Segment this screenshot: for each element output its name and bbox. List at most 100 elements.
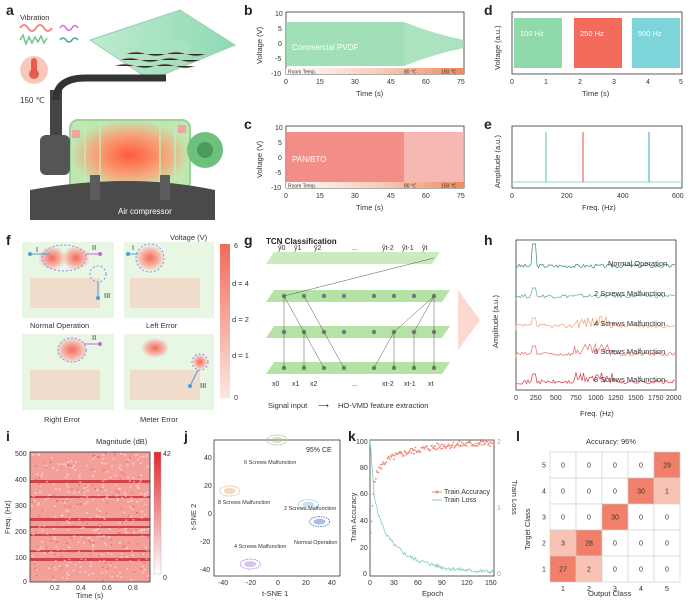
spectrogram-speckle <box>141 565 144 568</box>
svg-text:x1: x1 <box>292 381 300 388</box>
accuracy-point <box>382 461 385 464</box>
spectrogram-speckle <box>34 569 36 572</box>
confusion-cell <box>575 529 603 557</box>
spectrogram-speckle <box>68 558 71 561</box>
svg-text:-40: -40 <box>200 567 210 574</box>
accuracy-point <box>377 471 380 474</box>
accuracy-point <box>392 454 394 457</box>
spectrogram-speckle <box>93 455 96 457</box>
accuracy-point <box>432 446 435 448</box>
spectrogram-speckle <box>49 540 52 542</box>
cluster-point <box>302 501 315 508</box>
confusion-cell <box>601 503 629 531</box>
svg-text:ŷt-2: ŷt-2 <box>382 245 394 252</box>
svg-text:120: 120 <box>461 580 473 587</box>
confusion-cell-value: 0 <box>639 567 643 574</box>
spectrogram-speckle <box>86 501 89 503</box>
spectrogram-speckle <box>32 533 35 536</box>
confusion-cell-value: 0 <box>587 463 591 470</box>
accuracy-point <box>486 440 489 443</box>
spectrogram-speckle <box>142 571 144 574</box>
panel-label-f: f <box>6 232 11 248</box>
spectrogram-speckle <box>120 552 123 555</box>
y2-axis-label: Train Loss <box>510 480 519 515</box>
spectrogram-speckle <box>90 468 93 471</box>
spectrogram-speckle <box>88 536 91 539</box>
spectrogram-speckle <box>92 544 95 546</box>
accuracy-point <box>379 463 382 466</box>
bar-label-room: Room Temp. <box>288 70 316 76</box>
y-ticks: 10 5 0 -5 -10 <box>271 125 283 192</box>
accuracy-point <box>485 439 488 442</box>
layer-d4: d = 4 <box>232 279 450 302</box>
spectrogram-speckle <box>121 521 124 524</box>
bar-label-150: 150 ℃ <box>441 70 457 76</box>
accuracy-point <box>411 447 414 450</box>
accuracy-point <box>450 444 452 447</box>
svg-text:ŷt-1: ŷt-1 <box>402 245 414 252</box>
spectrogram-speckle <box>34 492 37 494</box>
svg-text:2 Screws Malfunction: 2 Screws Malfunction <box>594 289 665 298</box>
block-label-100hz: 100 Hz <box>520 29 544 38</box>
svg-text:10: 10 <box>275 11 283 18</box>
spectrogram-speckle <box>53 493 55 496</box>
spectrogram-speckle <box>76 503 79 505</box>
spectrogram-speckle <box>63 505 66 507</box>
spectrogram-speckle <box>125 559 128 561</box>
svg-text:III: III <box>104 291 110 300</box>
accuracy-point <box>393 454 396 457</box>
spectrogram-speckle <box>132 505 135 508</box>
spectrogram-speckle <box>47 534 50 537</box>
svg-text:75: 75 <box>457 79 465 86</box>
spectrogram-speckle <box>86 523 88 525</box>
accuracy-point <box>441 447 444 450</box>
svg-text:0.8: 0.8 <box>128 585 138 592</box>
spectrogram-speckle <box>92 546 95 548</box>
accuracy-point <box>405 453 408 456</box>
spectrogram-speckle <box>131 554 134 556</box>
spectrogram-speckle <box>38 454 41 456</box>
accuracy-point <box>451 444 454 446</box>
spectrogram-speckle <box>78 477 81 479</box>
panel-j-tsne: 95% CE 6 Screws Malfunction 8 Screws Mal… <box>189 434 341 598</box>
tcn-node <box>321 293 327 299</box>
spectrogram-speckle <box>145 547 147 549</box>
svg-text:1000: 1000 <box>588 395 604 402</box>
spectrogram-speckle <box>110 465 113 467</box>
spectrogram-speckle <box>85 512 88 514</box>
spectrogram-speckle <box>139 480 142 482</box>
map-meter-error: III <box>124 334 214 410</box>
spectrogram-speckle <box>66 577 69 580</box>
confusion-cell-value: 0 <box>587 489 591 496</box>
cluster-ellipse <box>239 558 261 570</box>
confusion-cell-value: 0 <box>613 489 617 496</box>
accuracy-point <box>423 447 426 450</box>
spectrum-line <box>515 287 676 300</box>
spectrogram-speckle <box>92 458 94 460</box>
accuracy-point <box>388 456 390 459</box>
spectrogram-speckle <box>33 563 36 565</box>
svg-text:6 Screws Malfunction: 6 Screws Malfunction <box>244 460 296 466</box>
svg-text:0: 0 <box>368 580 372 587</box>
accuracy-point <box>439 444 442 447</box>
pvdf-signal-decay <box>404 22 464 66</box>
spectrogram-speckle <box>141 535 144 537</box>
temp-label: 150 ℃ <box>20 96 45 105</box>
accuracy-point <box>446 445 449 447</box>
spectrogram-speckle <box>65 510 68 512</box>
accuracy-point <box>380 467 383 470</box>
spectrogram-speckle <box>46 533 49 535</box>
spectrogram-speckle <box>82 526 85 529</box>
accuracy-point <box>429 449 432 452</box>
accuracy-point <box>465 445 468 447</box>
spectrogram-speckle <box>100 553 103 556</box>
svg-text:200: 200 <box>561 193 573 200</box>
spectrogram-speckle <box>70 537 73 539</box>
spectrogram-speckle <box>140 511 143 513</box>
spectrogram-speckle <box>67 510 70 512</box>
spectrogram-speckle <box>92 454 94 457</box>
spectrogram-speckle <box>120 468 122 471</box>
confusion-cell <box>653 555 681 583</box>
map-right-error: II <box>22 333 114 410</box>
spectrogram-speckle <box>54 560 57 562</box>
